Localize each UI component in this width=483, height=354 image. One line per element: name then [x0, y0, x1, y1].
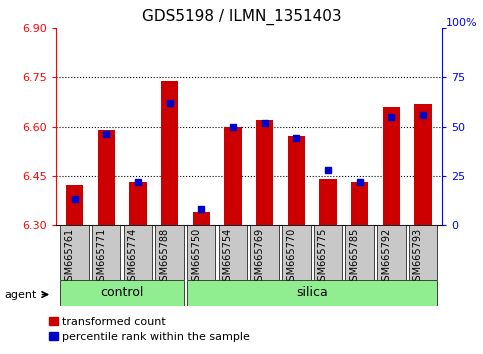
- Text: agent: agent: [5, 290, 37, 299]
- Bar: [60, 280, 184, 306]
- Text: GSM665750: GSM665750: [191, 228, 201, 287]
- Bar: [66, 185, 83, 225]
- Text: GSM665754: GSM665754: [223, 228, 233, 287]
- Text: GSM665785: GSM665785: [350, 228, 360, 287]
- Bar: [282, 225, 311, 280]
- Bar: [409, 225, 437, 280]
- Bar: [219, 225, 247, 280]
- Bar: [161, 81, 178, 225]
- Bar: [92, 225, 120, 280]
- Text: GSM665770: GSM665770: [286, 228, 296, 287]
- Bar: [345, 225, 374, 280]
- Bar: [98, 130, 115, 225]
- Bar: [224, 127, 242, 225]
- Bar: [256, 120, 273, 225]
- Bar: [351, 182, 369, 225]
- Text: GSM665771: GSM665771: [96, 228, 106, 287]
- Text: GSM665793: GSM665793: [413, 228, 423, 287]
- Bar: [124, 225, 152, 280]
- Text: control: control: [100, 286, 144, 299]
- Text: GSM665769: GSM665769: [255, 228, 265, 287]
- Text: GSM665761: GSM665761: [65, 228, 74, 287]
- Bar: [156, 225, 184, 280]
- Bar: [60, 225, 89, 280]
- Bar: [383, 107, 400, 225]
- Bar: [187, 280, 437, 306]
- Text: GSM665788: GSM665788: [159, 228, 170, 287]
- Text: GSM665792: GSM665792: [381, 228, 391, 287]
- Text: GDS5198 / ILMN_1351403: GDS5198 / ILMN_1351403: [142, 9, 341, 25]
- Legend: transformed count, percentile rank within the sample: transformed count, percentile rank withi…: [44, 312, 254, 347]
- Text: 100%: 100%: [446, 18, 477, 28]
- Bar: [313, 225, 342, 280]
- Text: silica: silica: [296, 286, 328, 299]
- Bar: [414, 104, 432, 225]
- Bar: [319, 179, 337, 225]
- Bar: [129, 182, 147, 225]
- Text: GSM665775: GSM665775: [318, 228, 328, 287]
- Bar: [193, 212, 210, 225]
- Bar: [377, 225, 406, 280]
- Bar: [187, 225, 215, 280]
- Bar: [287, 136, 305, 225]
- Text: GSM665774: GSM665774: [128, 228, 138, 287]
- Bar: [250, 225, 279, 280]
